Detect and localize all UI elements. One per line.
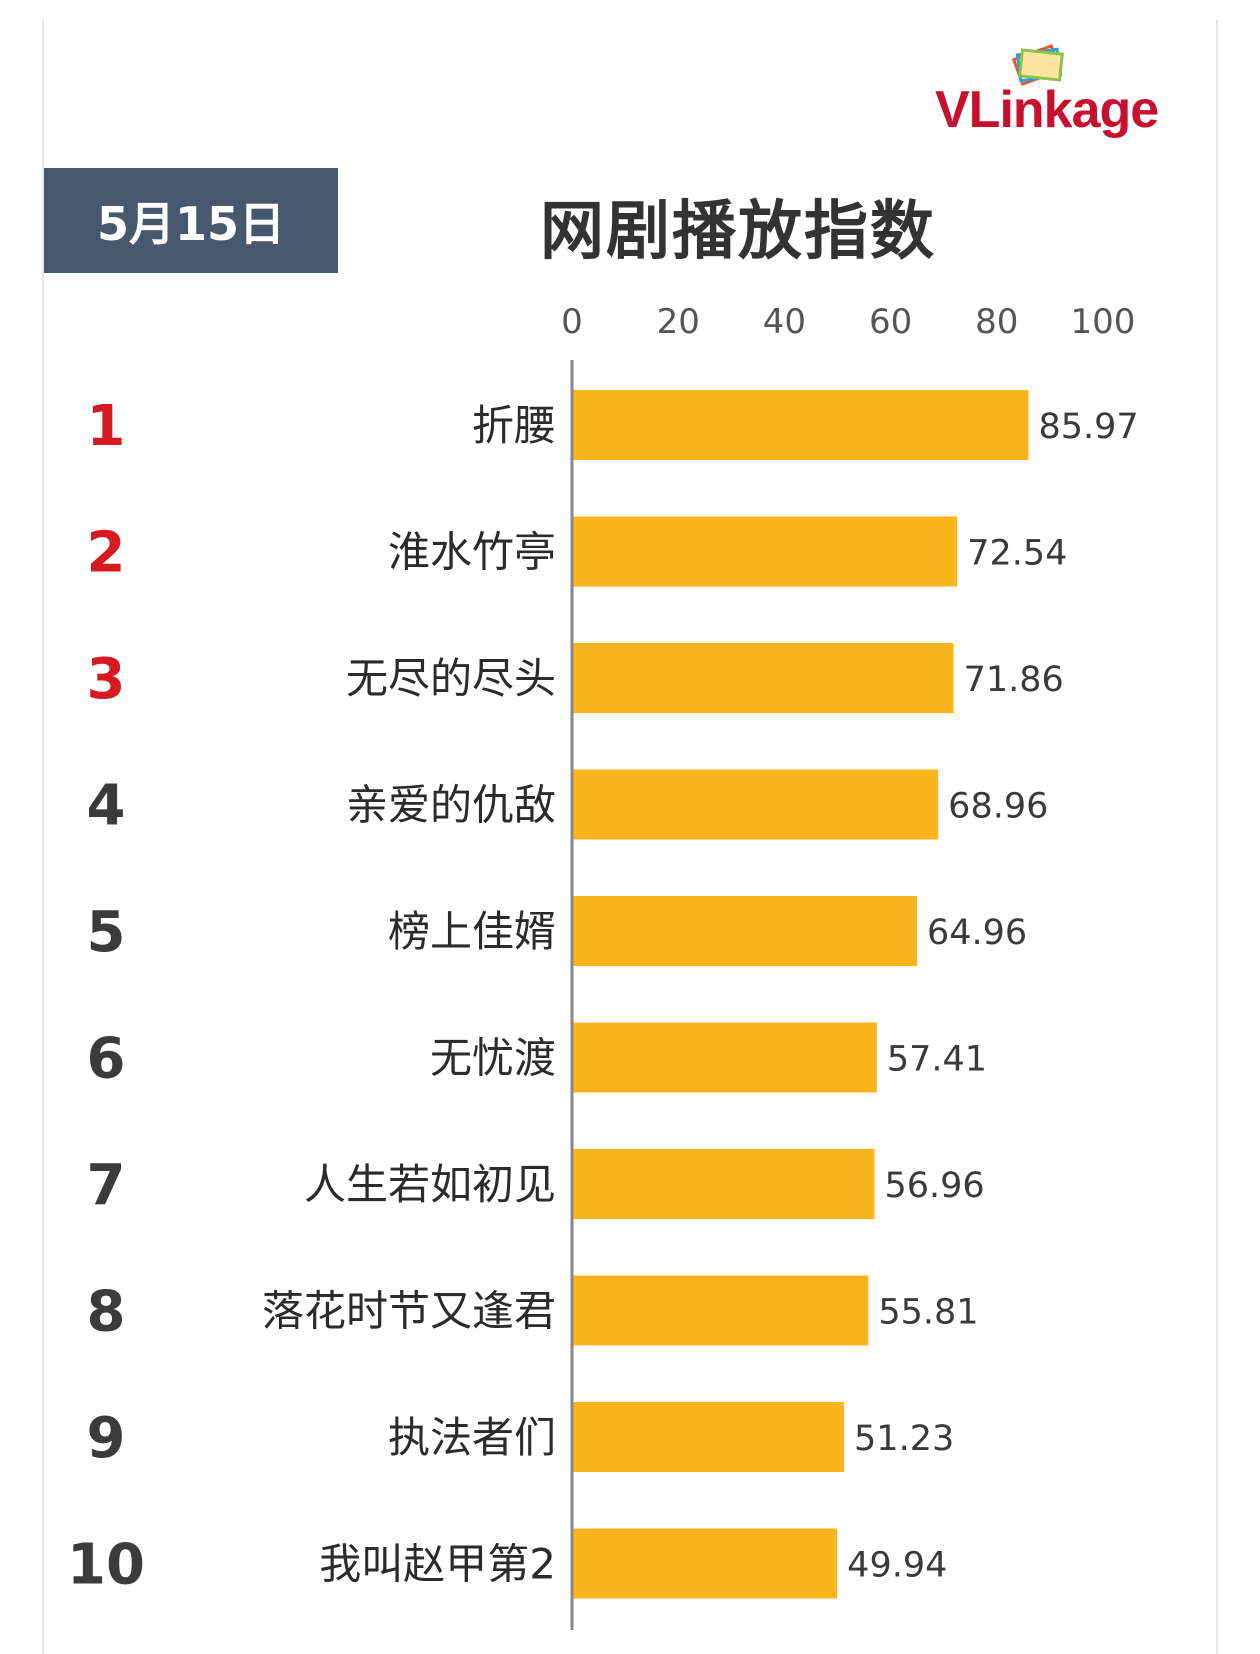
value-label: 51.23 <box>854 1419 954 1459</box>
rank-number: 4 <box>87 774 126 839</box>
x-tick-label: 80 <box>975 302 1018 342</box>
rank-number: 2 <box>87 521 126 586</box>
category-label: 亲爱的仇敌 <box>346 781 556 830</box>
category-label: 无忧渡 <box>430 1034 556 1083</box>
value-label: 72.54 <box>967 534 1067 574</box>
date-badge: 5月15日 <box>44 168 338 273</box>
bar <box>572 1528 838 1599</box>
rank-number: 5 <box>87 900 126 965</box>
category-label: 执法者们 <box>388 1413 556 1462</box>
category-label: 折腰 <box>472 401 556 450</box>
x-tick-label: 100 <box>1071 302 1136 342</box>
rank-number: 1 <box>87 394 126 459</box>
bar <box>572 1402 845 1472</box>
category-label: 我叫赵甲第2 <box>319 1540 556 1589</box>
bar <box>572 1022 877 1093</box>
bar <box>572 1275 869 1346</box>
rank-number: 10 <box>67 1533 145 1598</box>
rank-number: 6 <box>87 1027 126 1092</box>
rank-number: 8 <box>87 1280 126 1345</box>
rank-number: 7 <box>87 1153 126 1218</box>
bar <box>572 896 917 966</box>
value-label: 85.97 <box>1039 407 1139 447</box>
x-tick-label: 40 <box>763 302 806 342</box>
rank-number: 3 <box>87 647 126 712</box>
bar <box>572 769 939 840</box>
x-tick-label: 0 <box>561 302 583 342</box>
logo-cards-icon <box>1011 44 1064 86</box>
x-tick-label: 20 <box>657 302 700 342</box>
x-tick-label: 60 <box>869 302 912 342</box>
category-label: 榜上佳婿 <box>388 907 556 956</box>
rank-number: 9 <box>87 1406 126 1471</box>
bar <box>572 390 1029 460</box>
bar <box>572 516 958 587</box>
value-label: 71.86 <box>964 660 1064 700</box>
bar <box>572 643 954 713</box>
value-label: 68.96 <box>948 787 1048 827</box>
category-label: 无尽的尽头 <box>346 654 556 703</box>
category-label: 淮水竹亭 <box>388 528 556 577</box>
vlinkage-logo: VLinkage <box>935 40 1215 150</box>
category-label: 人生若如初见 <box>304 1160 556 1209</box>
category-label: 落花时节又逢君 <box>262 1287 556 1336</box>
value-label: 57.41 <box>887 1040 987 1080</box>
value-label: 56.96 <box>884 1166 984 1206</box>
value-label: 55.81 <box>878 1293 978 1333</box>
value-label: 49.94 <box>847 1546 947 1586</box>
logo-text: VLinkage <box>935 81 1159 139</box>
page-frame <box>42 20 1218 1654</box>
bar <box>572 1149 875 1219</box>
chart-title: 网剧播放指数 <box>540 195 936 269</box>
value-label: 64.96 <box>927 913 1027 953</box>
